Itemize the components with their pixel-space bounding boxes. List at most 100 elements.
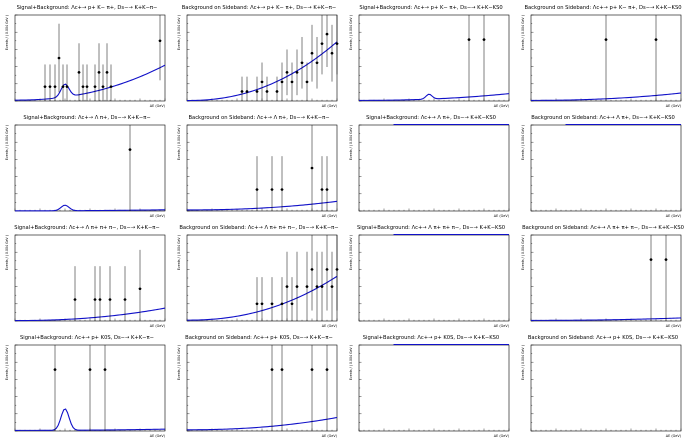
data-point (260, 302, 264, 306)
chart-svg: ΔE (GeV) Events / ( 0.004 GeV ) (521, 14, 682, 108)
data-point (48, 85, 52, 88)
data-point (255, 90, 259, 93)
chart-panel: ΔE (GeV) Events / ( 0.004 GeV ) Signal+Bac… (345, 111, 517, 221)
panel-title: Background on Sideband: Λc+→ p+ K0S, Ds−… (185, 335, 333, 341)
data-point (98, 298, 102, 301)
data-point (158, 39, 162, 43)
data-point (93, 298, 97, 301)
plot-frame (358, 344, 510, 432)
data-point (65, 85, 69, 88)
data-point (81, 85, 85, 88)
plot-frame (14, 124, 166, 212)
chart-panel: ΔE (GeV) Events / ( 0.004 GeV ) Background… (173, 221, 345, 331)
data-point (325, 368, 329, 371)
plot-frame (14, 14, 166, 102)
chart-panel: ΔE (GeV) Events / ( 0.004 GeV ) Signal+Bac… (345, 1, 517, 111)
data-point (649, 258, 653, 261)
data-point (280, 368, 284, 371)
plot-frame (186, 344, 338, 432)
chart-panel: ΔE (GeV) Events / ( 0.004 GeV ) Background… (173, 111, 345, 221)
panel-title: Signal+Background: Λc+→ p+ K0S, Ds−→ K+K… (20, 335, 154, 341)
chart-panel: ΔE (GeV) Events / ( 0.004 GeV ) Background… (517, 1, 689, 111)
chart-panel: ΔE (GeV) Events / ( 0.004 GeV ) Signal+Bac… (345, 221, 517, 331)
plot-frame (358, 14, 510, 102)
data-point (265, 90, 269, 93)
chart-panel: ΔE (GeV) Events / ( 0.004 GeV ) Background… (173, 331, 345, 441)
data-point (664, 258, 668, 261)
data-point (300, 61, 304, 65)
y-axis-label: Events / ( 0.004 GeV ) (521, 15, 525, 50)
data-point (240, 90, 244, 93)
panel-title: Background on Sideband: Λc+→ Λ π+ π+ π−,… (179, 225, 339, 231)
y-axis-label: Events / ( 0.004 GeV ) (5, 235, 9, 270)
chart-svg: ΔE (GeV) Events / ( 0.004 GeV ) (349, 343, 510, 438)
data-point (77, 71, 81, 74)
data-point (290, 80, 294, 84)
panel-title: Background on Sideband: Λc+→ p+ K0S, Ds−… (527, 335, 679, 341)
x-axis-label: ΔE (GeV) (666, 214, 682, 218)
data-point (109, 85, 113, 88)
data-point (295, 71, 299, 74)
x-axis-label: ΔE (GeV) (150, 104, 166, 108)
data-point (128, 148, 132, 151)
y-axis-label: Events / ( 0.004 GeV ) (177, 345, 181, 380)
data-point (305, 80, 309, 84)
x-axis-label: ΔE (GeV) (150, 324, 166, 328)
data-point (88, 368, 92, 371)
panel-title: Signal+Background: Λc+→ Λ π+ π+ π−, Ds−→… (14, 225, 160, 231)
plot-frame (358, 124, 510, 212)
data-point (270, 368, 274, 371)
data-point (73, 298, 77, 301)
chart-svg: ΔE (GeV) Events / ( 0.004 GeV ) (5, 344, 166, 438)
data-point (280, 80, 284, 84)
chart-svg: ΔE (GeV) Events / ( 0.004 GeV ) (521, 234, 682, 328)
data-point (105, 71, 109, 74)
fit-curve (15, 64, 166, 101)
data-point (310, 368, 314, 371)
data-point (604, 38, 608, 41)
data-point (335, 42, 339, 45)
chart-svg: ΔE (GeV) Events / ( 0.004 GeV ) (177, 14, 339, 108)
data-point (53, 368, 57, 371)
y-axis-label: Events / ( 0.004 GeV ) (5, 125, 9, 160)
data-point (280, 302, 284, 306)
chart-svg: ΔE (GeV) Events / ( 0.004 GeV ) (349, 123, 510, 218)
data-point (245, 90, 249, 93)
panel-title: Signal+Background: Λc+→ p+ K− π+, Ds−→ K… (16, 5, 158, 11)
chart-panel: ΔE (GeV) Events / ( 0.004 GeV ) Background… (173, 1, 345, 111)
chart-panel: ΔE (GeV) Events / ( 0.004 GeV ) Signal+Bac… (1, 111, 173, 221)
data-point (295, 285, 299, 288)
y-axis-label: Events / ( 0.004 GeV ) (521, 345, 525, 380)
data-point (315, 285, 319, 288)
data-point (275, 90, 279, 93)
x-axis-label: ΔE (GeV) (322, 324, 338, 328)
plot-frame (530, 124, 682, 212)
plot-frame (530, 234, 682, 322)
panel-title: Background on Sideband: Λc+→ Λ π+, Ds−→ … (531, 115, 675, 121)
plot-frame (14, 234, 166, 322)
y-axis-label: Events / ( 0.004 GeV ) (521, 235, 525, 270)
x-axis-label: ΔE (GeV) (322, 104, 338, 108)
panel-title: Background on Sideband: Λc+→ Λ π+, Ds−→ … (188, 115, 330, 121)
x-axis-label: ΔE (GeV) (150, 434, 166, 438)
data-point (320, 188, 324, 191)
y-axis-label: Events / ( 0.004 GeV ) (349, 235, 353, 270)
x-axis-label: ΔE (GeV) (494, 434, 510, 438)
x-axis-label: ΔE (GeV) (666, 434, 682, 438)
panel-title: Background on Sideband: Λc+→ p+ K− π+, D… (524, 5, 682, 11)
plot-frame (530, 344, 682, 432)
panel-title: Background on Sideband: Λc+→ Λ π+ π+ π−,… (522, 225, 684, 231)
panel-title: Signal+Background: Λc+→ p+ K0S, Ds−→ K+K… (362, 335, 500, 341)
data-point (101, 85, 105, 88)
data-point (138, 287, 142, 291)
x-axis-label: ΔE (GeV) (322, 214, 338, 218)
chart-panel: ΔE (GeV) Events / ( 0.004 GeV ) Signal+Bac… (1, 1, 173, 111)
data-point (482, 38, 486, 41)
data-point (320, 42, 324, 45)
data-point (255, 302, 259, 306)
chart-panel: ΔE (GeV) Events / ( 0.004 GeV ) Signal+Bac… (1, 221, 173, 331)
plot-frame (186, 124, 338, 212)
data-point (310, 51, 314, 55)
chart-svg: ΔE (GeV) Events / ( 0.004 GeV ) (349, 14, 510, 108)
